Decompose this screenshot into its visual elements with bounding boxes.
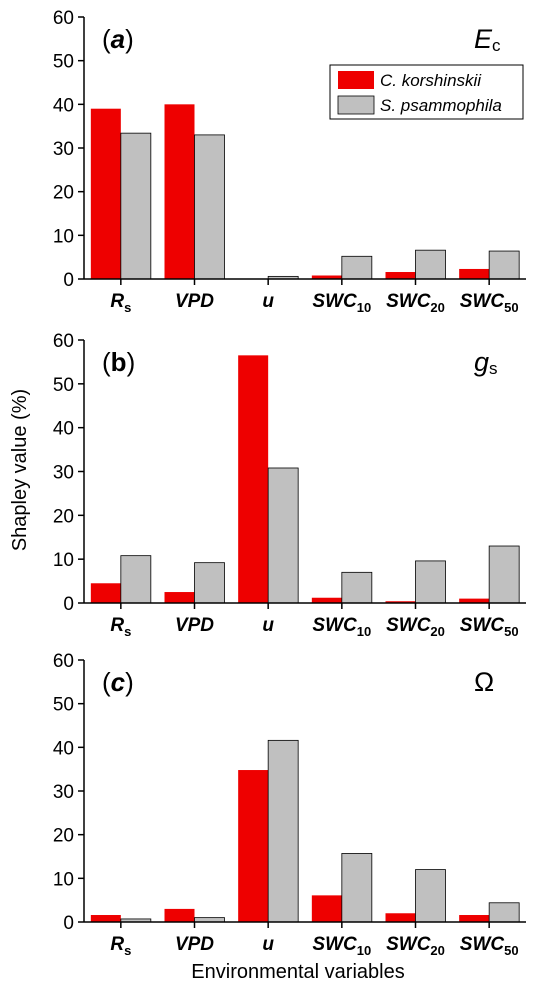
- x-tick-label-c-3: SWC10: [312, 934, 371, 958]
- y-tick-label-a-40: 40: [53, 95, 74, 116]
- bar-b-psammophila-0: [120, 555, 152, 604]
- bar-b-psammophila-1: [194, 562, 225, 604]
- y-tick-label-b-20: 20: [53, 506, 74, 527]
- bar-a-psammophila-0: [120, 132, 152, 280]
- panel-label-a: (a): [102, 24, 134, 54]
- y-tick-label-a-60: 60: [53, 8, 74, 29]
- y-tick-label-b-0: 0: [63, 594, 74, 615]
- bar-a-psammophila-5: [488, 250, 520, 280]
- y-axis-title: Shapley value (%): [9, 389, 31, 551]
- y-tick-label-c-10: 10: [53, 869, 74, 890]
- x-tick-label-b-1: VPD: [175, 615, 214, 636]
- bar-c-korshinskii-3: [311, 895, 342, 922]
- bar-a-korshinskii-5: [459, 268, 490, 279]
- bar-c-korshinskii-5: [459, 915, 490, 922]
- bar-b-psammophila-2: [267, 467, 299, 604]
- y-tick-label-a-0: 0: [63, 270, 74, 291]
- x-tick-label-a-3: SWC10: [312, 291, 371, 315]
- y-tick-label-c-0: 0: [63, 913, 74, 934]
- bar-b-korshinskii-3: [311, 597, 342, 603]
- y-tick-label-a-30: 30: [53, 139, 74, 160]
- panel-label-b: (b): [102, 347, 135, 377]
- y-tick-label-a-20: 20: [53, 183, 74, 204]
- bar-b-psammophila-5: [488, 545, 520, 604]
- x-axis-title: Environmental variables: [191, 961, 404, 983]
- bar-c-psammophila-3: [341, 853, 373, 923]
- y-tick-label-b-40: 40: [53, 419, 74, 440]
- y-tick-label-c-60: 60: [53, 651, 74, 672]
- panel-variable-a: Ec: [474, 24, 501, 55]
- panel-label-c: (c): [102, 667, 134, 697]
- bar-a-korshinskii-4: [385, 272, 416, 279]
- bar-b-psammophila-4: [415, 560, 446, 604]
- legend-swatch-0: [338, 71, 374, 89]
- legend-label-0: C. korshinskii: [380, 71, 482, 90]
- bar-c-korshinskii-1: [164, 908, 195, 922]
- legend-swatch-1: [337, 95, 375, 115]
- x-tick-label-c-1: VPD: [175, 934, 214, 955]
- y-tick-label-a-10: 10: [53, 226, 74, 247]
- x-tick-label-b-2: u: [262, 615, 274, 636]
- bar-a-korshinskii-3: [311, 275, 342, 279]
- bar-c-korshinskii-2: [238, 770, 269, 922]
- bar-a-psammophila-1: [194, 134, 225, 280]
- x-tick-label-b-0: Rs: [110, 615, 131, 639]
- x-tick-label-a-1: VPD: [175, 291, 214, 312]
- panel-variable-b: gs: [474, 347, 498, 378]
- y-tick-label-c-40: 40: [53, 738, 74, 759]
- bar-a-korshinskii-1: [164, 104, 195, 279]
- y-tick-label-c-20: 20: [53, 826, 74, 847]
- bar-c-psammophila-5: [488, 902, 520, 923]
- x-tick-label-b-5: SWC50: [460, 615, 519, 639]
- x-tick-label-c-2: u: [262, 934, 274, 955]
- bar-b-psammophila-3: [341, 571, 373, 604]
- x-tick-label-b-4: SWC20: [386, 615, 445, 639]
- x-tick-label-c-0: Rs: [110, 934, 131, 958]
- y-tick-label-b-10: 10: [53, 550, 74, 571]
- bar-a-psammophila-4: [415, 249, 446, 280]
- bar-c-korshinskii-0: [90, 915, 121, 922]
- y-tick-label-b-50: 50: [53, 375, 74, 396]
- x-tick-label-a-5: SWC50: [460, 291, 519, 315]
- x-tick-label-b-3: SWC10: [312, 615, 371, 639]
- bar-c-korshinskii-4: [385, 913, 416, 922]
- x-tick-label-c-5: SWC50: [460, 934, 519, 958]
- x-tick-label-c-4: SWC20: [386, 934, 445, 958]
- bar-b-korshinskii-5: [459, 598, 490, 603]
- bar-a-psammophila-3: [341, 255, 373, 280]
- x-tick-label-a-2: u: [262, 291, 274, 312]
- panel-variable-c: Ω: [474, 667, 494, 697]
- x-tick-label-a-0: Rs: [110, 291, 131, 315]
- legend-label-1: S. psammophila: [380, 96, 502, 115]
- bar-c-psammophila-2: [267, 739, 299, 923]
- y-tick-label-c-50: 50: [53, 695, 74, 716]
- bar-b-korshinskii-2: [238, 355, 269, 603]
- x-tick-label-a-4: SWC20: [386, 291, 445, 315]
- y-tick-label-b-30: 30: [53, 463, 74, 484]
- bar-c-psammophila-4: [415, 869, 446, 923]
- bar-b-korshinskii-1: [164, 592, 195, 603]
- bar-a-korshinskii-0: [90, 108, 121, 279]
- bar-b-korshinskii-0: [90, 583, 121, 603]
- bar-b-korshinskii-4: [385, 601, 416, 603]
- y-tick-label-c-30: 30: [53, 782, 74, 803]
- y-tick-label-b-60: 60: [53, 331, 74, 352]
- y-tick-label-a-50: 50: [53, 52, 74, 73]
